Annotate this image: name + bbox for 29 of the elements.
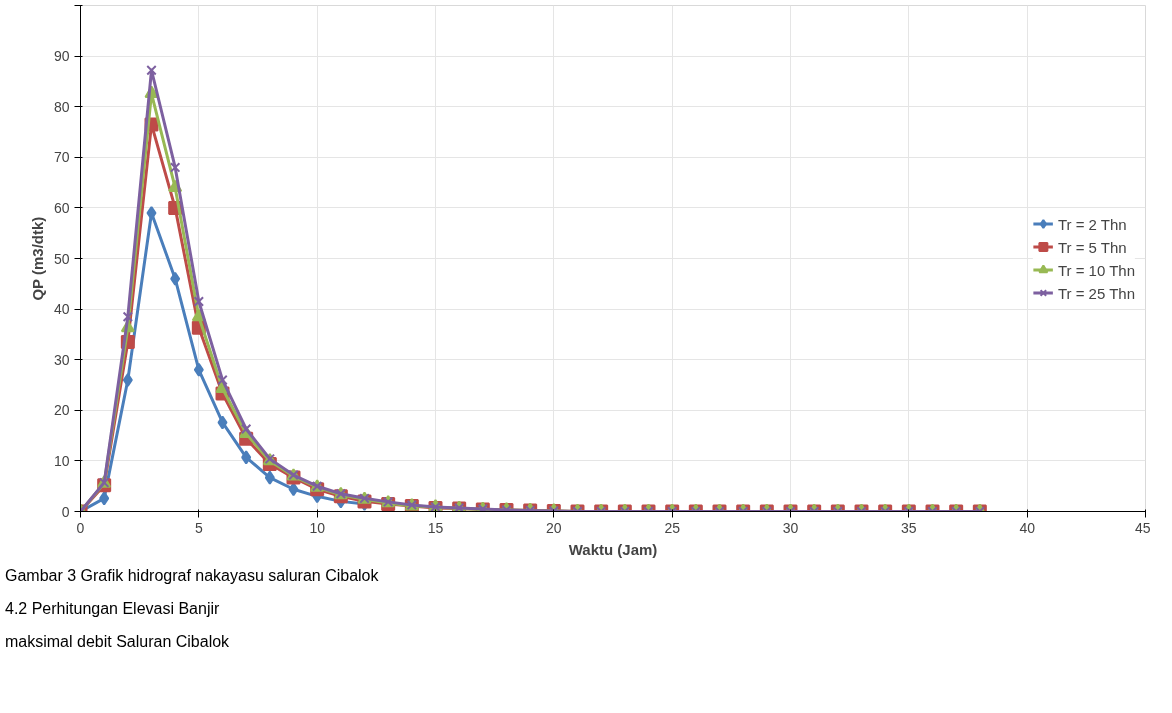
y-tick-label: 20 [53, 402, 70, 419]
text: 4.2 Perhitungan Elevasi Banjir [5, 598, 220, 619]
legend-label: Tr = 10 Thn [1057, 261, 1135, 278]
x-tick-label: 35 [901, 519, 917, 536]
x-tick-label: 25 [664, 519, 681, 536]
y-tick-label: 90 [53, 48, 70, 65]
x-tick-label: 0 [76, 519, 85, 536]
y-tick-label: 80 [53, 98, 70, 115]
legend-label: Tr = 5 Thn [1057, 238, 1127, 255]
x-tick-label: 5 [194, 519, 203, 536]
x-tick-label: 10 [309, 519, 326, 536]
x-tick-label: 15 [427, 519, 444, 536]
x-tick-label: 20 [546, 519, 562, 536]
legend-label: Tr = 25 Thn [1057, 284, 1135, 301]
legend-label: Tr = 2 Thn [1057, 215, 1127, 232]
text: Gambar 3 Grafik hidrograf nakayasu saluran Cibalok [5, 566, 379, 586]
y-tick-label: 40 [53, 301, 70, 318]
y-tick-label: 50 [53, 250, 70, 267]
y-tick-label: 60 [53, 199, 70, 216]
y-axis-title: QP (m3/dtk) [28, 216, 46, 301]
text: maksimal debit Saluran Cibalok [5, 631, 230, 652]
y-tick-label: 70 [53, 149, 70, 166]
y-tick-label: 0 [61, 503, 70, 520]
x-tick-label: 30 [782, 519, 799, 536]
y-tick-label: 30 [53, 351, 70, 368]
x-axis-title: Waktu (Jam) [568, 540, 658, 558]
x-tick-label: 45 [1134, 519, 1151, 536]
x-tick-label: 40 [1019, 519, 1036, 536]
y-tick-label: 10 [53, 452, 70, 469]
